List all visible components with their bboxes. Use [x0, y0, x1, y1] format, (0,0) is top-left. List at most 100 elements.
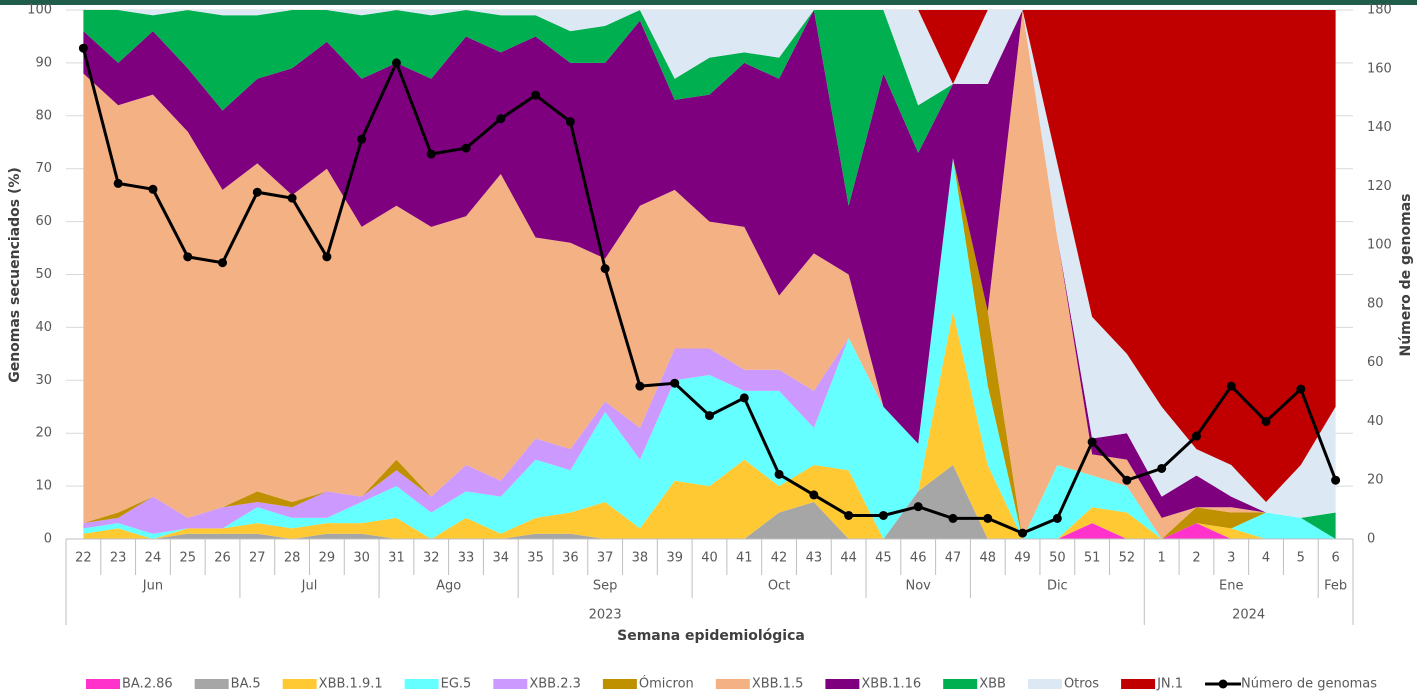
legend-swatch	[715, 679, 750, 689]
line-point	[1157, 463, 1167, 473]
line-point	[878, 510, 888, 520]
x-tick-label: 50	[1049, 551, 1066, 566]
legend-swatch	[194, 679, 229, 689]
line-point	[391, 58, 401, 68]
x-tick-label: 6	[1331, 551, 1339, 566]
x-tick-label: 3	[1227, 551, 1235, 566]
x-tick-label: 39	[666, 551, 683, 566]
months-label: Jun	[142, 579, 163, 594]
legend-marker	[1218, 679, 1228, 689]
legend-swatch	[943, 679, 978, 689]
line-point	[1087, 437, 1097, 447]
line-point	[635, 381, 645, 391]
x-axis-title: Semana epidemiológica	[617, 628, 805, 644]
x-tick-label: 45	[875, 551, 892, 566]
months-label: Ene	[1219, 579, 1243, 594]
legend-label: XBB.1.5	[752, 677, 804, 692]
y-axis-title: Genomas secuenciados (%)	[7, 167, 23, 383]
line-point	[78, 43, 88, 53]
x-tick-label: 47	[945, 551, 962, 566]
x-tick-label: 33	[458, 551, 475, 566]
x-tick-label: 43	[806, 551, 823, 566]
x-tick-label: 29	[319, 551, 336, 566]
legend-label: EG.5	[441, 677, 472, 692]
line-point	[113, 178, 123, 188]
y2-tick-label: 60	[1367, 355, 1384, 370]
y2-tick-label: 120	[1367, 179, 1392, 194]
y2-tick-label: 80	[1367, 296, 1384, 311]
line-point	[1052, 513, 1062, 523]
x-tick-label: 27	[249, 551, 266, 566]
area	[83, 10, 1336, 502]
x-tick-label: 34	[493, 551, 510, 566]
x-tick-label: 35	[527, 551, 544, 566]
legend-swatch	[404, 679, 439, 689]
line-point	[983, 513, 993, 523]
x-tick-label: 40	[701, 551, 718, 566]
x-tick-label: 38	[632, 551, 649, 566]
months-label: Jul	[301, 579, 318, 594]
x-tick-label: 4	[1262, 551, 1270, 566]
line-point	[1122, 475, 1132, 485]
legend-swatch	[602, 679, 637, 689]
line-point	[531, 90, 541, 100]
x-tick-label: 28	[284, 551, 301, 566]
x-tick-label: 49	[1014, 551, 1031, 566]
header-band	[0, 0, 1417, 5]
line-point	[948, 513, 958, 523]
legend-label: Ómicron	[639, 676, 694, 692]
x-tick-label: 26	[214, 551, 231, 566]
y-tick-label: 80	[35, 108, 52, 123]
y2-tick-label: 180	[1367, 3, 1392, 18]
area	[83, 10, 1336, 539]
years-label: 2023	[589, 608, 622, 623]
x-tick-label: 44	[840, 551, 857, 566]
x-tick-label: 41	[736, 551, 753, 566]
line-point	[218, 258, 228, 268]
area	[83, 523, 1336, 539]
legend-label: BA.2.86	[122, 677, 173, 692]
x-tick-label: 1	[1158, 551, 1166, 566]
line-point	[496, 114, 506, 124]
y2-tick-label: 0	[1367, 532, 1375, 547]
legend-label: XBB.2.3	[529, 677, 581, 692]
line-point	[565, 117, 575, 127]
line-point	[148, 184, 158, 194]
line-point	[774, 469, 784, 479]
area	[83, 10, 1336, 539]
area	[83, 311, 1336, 539]
months-label: Sep	[593, 579, 618, 594]
legend-label: Número de genomas	[1241, 677, 1377, 692]
line-point	[844, 510, 854, 520]
x-tick-label: 25	[179, 551, 196, 566]
legend-swatch	[86, 679, 120, 689]
x-tick-label: 5	[1297, 551, 1305, 566]
x-tick-label: 24	[145, 551, 162, 566]
y-tick-label: 90	[35, 55, 52, 70]
line-point	[322, 252, 332, 262]
line-point	[1191, 431, 1201, 441]
y2-axis-title: Número de genomas	[1398, 193, 1414, 356]
line-point	[1296, 384, 1306, 394]
legend-label: Otros	[1064, 677, 1099, 692]
y-tick-label: 60	[35, 214, 52, 229]
y2-tick-label: 160	[1367, 61, 1392, 76]
x-tick-label: 23	[110, 551, 127, 566]
x-tick-label: 37	[597, 551, 614, 566]
y2-tick-label: 140	[1367, 120, 1392, 135]
legend-swatch	[282, 679, 317, 689]
legend-swatch	[825, 679, 860, 689]
x-tick-label: 51	[1084, 551, 1101, 566]
x-tick-label: 36	[562, 551, 579, 566]
y2-tick-label: 20	[1367, 473, 1384, 488]
y-tick-label: 70	[35, 161, 52, 176]
legend-swatch	[1121, 679, 1156, 689]
x-tick-label: 32	[423, 551, 440, 566]
months-label: Ago	[436, 579, 461, 594]
months-label: Oct	[768, 579, 790, 594]
x-tick-label: 30	[353, 551, 370, 566]
legend-swatch	[1027, 679, 1062, 689]
line-point	[809, 490, 819, 500]
line-point	[739, 393, 749, 403]
